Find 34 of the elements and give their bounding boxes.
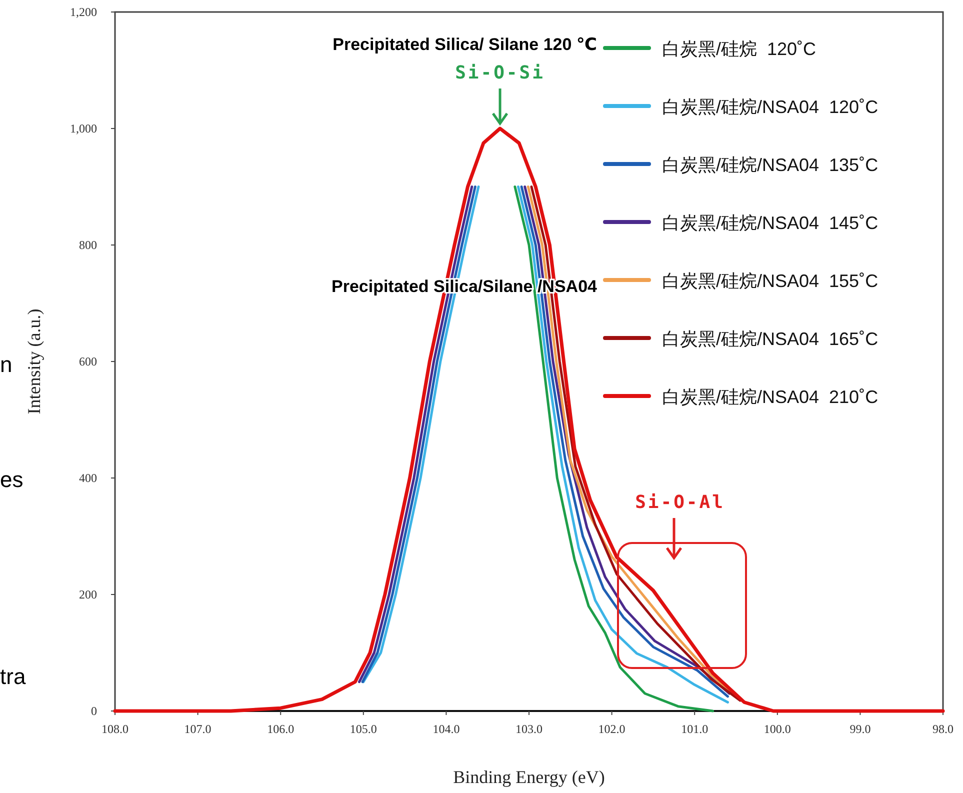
legend-label: 白炭黑/硅烷/NSA04 145˚C	[662, 213, 878, 233]
y-tick-label: 200	[79, 588, 97, 602]
x-tick-label: 101.0	[681, 722, 708, 736]
y-tick-label: 1,200	[70, 5, 97, 19]
legend-label: 白炭黑/硅烷/NSA04 155˚C	[662, 271, 878, 291]
annotation: Precipitated Silica/ Silane 120 ℃	[332, 35, 597, 54]
x-axis-title: Binding Energy (eV)	[453, 767, 605, 787]
text: es	[0, 467, 24, 492]
x-tick-label: 107.0	[184, 722, 212, 736]
x-tick-label: 106.0	[267, 722, 294, 736]
legend-label: 白炭黑/硅烷/NSA04 120˚C	[662, 97, 878, 117]
x-tick-label: 104.0	[432, 722, 460, 736]
y-tick-label: 1,000	[70, 122, 97, 136]
y-tick-label: 400	[79, 471, 97, 485]
y-axis-title: Intensity (a.u.)	[24, 308, 44, 414]
annotation: Si-O-Si	[455, 62, 545, 84]
y-tick-label: 800	[79, 238, 97, 252]
y-tick-label: 0	[91, 704, 97, 718]
annotation: Si-O-Al	[635, 492, 725, 513]
x-tick-label: 100.0	[764, 722, 791, 736]
legend-label: 白炭黑/硅烷/NSA04 135˚C	[662, 155, 878, 175]
x-tick-label: 108.0	[102, 722, 128, 736]
text: tra	[0, 664, 26, 689]
y-tick-label: 600	[79, 354, 97, 368]
legend-label: 白炭黑/硅烷/NSA04 210˚C	[662, 387, 878, 407]
text: n	[0, 352, 12, 377]
x-tick-label: 103.0	[516, 722, 542, 736]
x-tick-label: 105.0	[350, 722, 377, 736]
x-tick-label: 102.0	[598, 722, 626, 736]
legend-label: 白炭黑/硅烷/NSA04 165˚C	[662, 329, 878, 349]
x-tick-label: 99.0	[850, 722, 871, 736]
legend-label: 白炭黑/硅烷 120˚C	[662, 39, 816, 59]
line-series	[113, 126, 945, 713]
x-tick-label: 98.0	[932, 722, 954, 736]
